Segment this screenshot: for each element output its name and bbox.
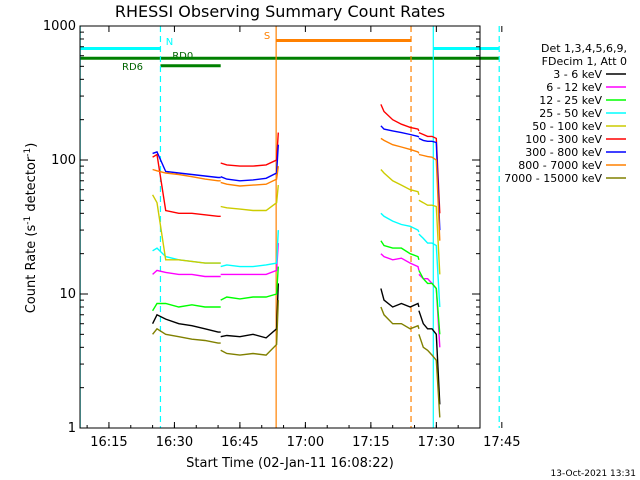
series-line <box>380 306 420 330</box>
series-line <box>152 269 221 278</box>
x-axis-ticks: 16:15 16:30 16:45 17:00 17:15 17:30 17:45 <box>86 26 521 450</box>
series-line <box>418 199 441 275</box>
legend: Det 1,3,4,5,6,9, FDecim 1, Att 0 3 - 6 k… <box>504 42 627 185</box>
plot-frame <box>79 25 481 429</box>
series-line <box>152 153 221 218</box>
legend-entry: 25 - 50 keV <box>539 107 602 120</box>
series-line <box>152 151 221 179</box>
series-line <box>418 310 441 405</box>
series-line <box>152 327 221 344</box>
series-line <box>220 185 279 212</box>
legend-entry: 300 - 800 keV <box>525 146 602 159</box>
series-line <box>220 243 279 276</box>
series-line <box>418 233 441 308</box>
series-line <box>380 253 420 271</box>
series-line <box>380 125 420 138</box>
legend-entry: 12 - 25 keV <box>539 94 602 107</box>
series-line <box>220 132 279 167</box>
y-tick-label: 1000 <box>43 19 76 34</box>
series-line <box>220 166 279 187</box>
x-tick-label: 16:15 <box>90 435 127 450</box>
flag-label: S <box>264 31 270 42</box>
series-line <box>152 302 221 312</box>
x-tick-label: 17:45 <box>483 435 520 450</box>
legend-header-line2: FDecim 1, Att 0 <box>542 55 627 68</box>
series-line <box>380 104 420 132</box>
series-line <box>418 137 441 231</box>
legend-entry: 800 - 7000 keV <box>518 159 602 172</box>
footer-date: 13-Oct-2021 13:31 <box>551 469 636 479</box>
x-tick-label: 16:45 <box>221 435 258 450</box>
series-line <box>152 168 221 182</box>
legend-entry: 6 - 12 keV <box>546 81 602 94</box>
y-axis-ticks: 1 10 100 1000 <box>43 19 480 436</box>
legend-entry: 50 - 100 keV <box>532 120 602 133</box>
y-tick-label: 1 <box>68 421 76 436</box>
series-line <box>418 270 441 335</box>
x-tick-label: 16:30 <box>156 435 193 450</box>
series-line <box>220 266 279 301</box>
chart-title: RHESSI Observing Summary Count Rates <box>115 2 445 21</box>
legend-entry: 7000 - 15000 keV <box>504 172 602 185</box>
legend-entry: 100 - 300 keV <box>525 133 602 146</box>
series-line <box>220 283 279 339</box>
x-tick-label: 17:30 <box>418 435 455 450</box>
flag-label: N <box>166 37 173 48</box>
series-line <box>380 212 420 233</box>
x-tick-label: 17:15 <box>352 435 389 450</box>
flag-bars: NSRD0RD6 <box>80 31 500 73</box>
flag-label: RD6 <box>122 62 143 73</box>
series-line <box>151 313 221 333</box>
series-line <box>151 194 221 264</box>
series-line <box>380 288 420 308</box>
legend-entry: 3 - 6 keV <box>553 68 602 81</box>
series-line <box>380 240 420 260</box>
y-axis-label: Count Rate (s-1 detector-1) <box>23 143 39 314</box>
y-tick-label: 100 <box>51 153 76 168</box>
series-group <box>151 104 441 418</box>
x-tick-label: 17:00 <box>287 435 324 450</box>
series-line <box>380 169 420 195</box>
legend-header-line1: Det 1,3,4,5,6,9, <box>541 42 627 55</box>
y-tick-label: 10 <box>59 287 76 302</box>
series-line <box>220 230 279 268</box>
x-axis-label: Start Time (02-Jan-11 16:08:22) <box>186 456 394 471</box>
series-line <box>220 144 279 182</box>
series-line <box>380 137 420 154</box>
series-line <box>418 153 441 241</box>
series-line <box>418 334 441 418</box>
series-line <box>220 300 279 356</box>
